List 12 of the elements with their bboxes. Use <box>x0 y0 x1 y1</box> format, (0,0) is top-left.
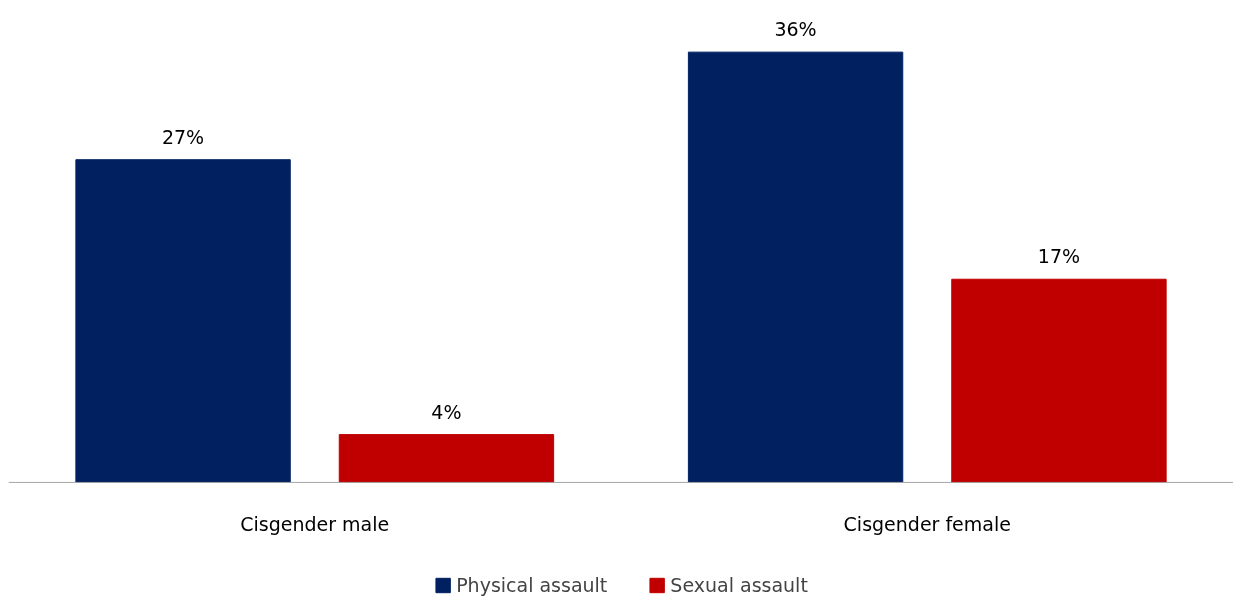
bar <box>687 51 904 483</box>
bar <box>75 159 291 483</box>
data-label: 36% <box>774 18 817 41</box>
data-label: 17% <box>1037 245 1081 268</box>
data-label: 4% <box>431 400 462 423</box>
data-label: 27% <box>161 125 205 148</box>
legend-label: Physical assault <box>456 574 608 596</box>
x-tick-label: Cisgender female <box>843 513 1011 536</box>
bar <box>951 278 1167 483</box>
legend-label: Sexual assault <box>670 574 808 596</box>
x-tick-label: Cisgender male <box>240 513 390 536</box>
bar <box>338 434 555 483</box>
